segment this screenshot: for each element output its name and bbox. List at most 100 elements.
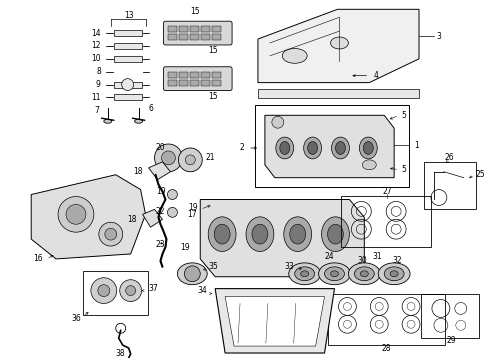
- Ellipse shape: [304, 137, 321, 159]
- Circle shape: [162, 151, 175, 165]
- Ellipse shape: [284, 217, 312, 252]
- Text: 14: 14: [91, 28, 101, 37]
- Text: 29: 29: [446, 336, 456, 345]
- Ellipse shape: [280, 141, 290, 154]
- Bar: [255, 105, 409, 186]
- Bar: [201, 72, 210, 78]
- Text: 19: 19: [189, 203, 198, 212]
- Polygon shape: [258, 89, 419, 98]
- Text: 30: 30: [358, 256, 367, 265]
- Bar: [114, 56, 142, 62]
- Text: 19: 19: [156, 187, 166, 196]
- Text: 36: 36: [71, 314, 81, 323]
- Text: 6: 6: [148, 104, 153, 113]
- Ellipse shape: [104, 119, 112, 123]
- Circle shape: [168, 207, 177, 217]
- Ellipse shape: [378, 263, 410, 285]
- Bar: [179, 72, 188, 78]
- Ellipse shape: [327, 224, 343, 244]
- Circle shape: [99, 222, 122, 246]
- Circle shape: [105, 228, 117, 240]
- Text: 38: 38: [116, 348, 125, 357]
- Text: 34: 34: [197, 286, 207, 295]
- Text: 10: 10: [91, 54, 101, 63]
- Text: 9: 9: [96, 80, 101, 89]
- Bar: [114, 82, 142, 87]
- Ellipse shape: [362, 160, 376, 170]
- Text: 7: 7: [94, 106, 99, 115]
- Ellipse shape: [289, 263, 320, 285]
- Text: 26: 26: [444, 153, 454, 162]
- Text: 2: 2: [239, 144, 244, 153]
- Ellipse shape: [301, 271, 309, 277]
- Circle shape: [125, 285, 136, 296]
- Text: 37: 37: [148, 284, 158, 293]
- Bar: [190, 26, 199, 32]
- Ellipse shape: [360, 271, 368, 277]
- Text: 11: 11: [91, 93, 101, 102]
- Bar: [212, 26, 221, 32]
- Bar: [190, 72, 199, 78]
- Text: 12: 12: [91, 41, 101, 50]
- Text: 4: 4: [373, 71, 378, 80]
- Ellipse shape: [318, 263, 350, 285]
- Polygon shape: [225, 297, 324, 346]
- Circle shape: [91, 278, 117, 303]
- Ellipse shape: [331, 37, 348, 49]
- Bar: [327, 294, 445, 345]
- Ellipse shape: [354, 267, 374, 281]
- Polygon shape: [143, 210, 163, 227]
- Ellipse shape: [252, 224, 268, 244]
- Circle shape: [154, 144, 182, 172]
- Ellipse shape: [276, 137, 294, 159]
- Bar: [169, 26, 177, 32]
- Bar: [342, 195, 431, 247]
- Text: 1: 1: [414, 140, 419, 149]
- Text: 24: 24: [325, 252, 334, 261]
- Ellipse shape: [336, 141, 345, 154]
- Polygon shape: [31, 175, 146, 259]
- Circle shape: [66, 204, 86, 224]
- Text: 27: 27: [382, 187, 392, 196]
- FancyBboxPatch shape: [164, 21, 232, 45]
- Circle shape: [272, 116, 284, 128]
- Circle shape: [178, 148, 202, 172]
- Ellipse shape: [282, 49, 307, 63]
- Circle shape: [184, 266, 200, 282]
- Bar: [179, 26, 188, 32]
- Bar: [212, 34, 221, 40]
- Text: 25: 25: [476, 170, 485, 179]
- Circle shape: [58, 197, 94, 232]
- Text: 22: 22: [156, 207, 166, 216]
- Ellipse shape: [135, 119, 143, 123]
- Text: 20: 20: [156, 144, 165, 153]
- Bar: [212, 72, 221, 78]
- Circle shape: [185, 155, 196, 165]
- Text: 5: 5: [401, 111, 406, 120]
- Bar: [114, 94, 142, 100]
- Ellipse shape: [384, 267, 404, 281]
- Bar: [201, 26, 210, 32]
- Ellipse shape: [308, 141, 318, 154]
- Circle shape: [122, 78, 134, 90]
- Bar: [114, 43, 142, 49]
- Ellipse shape: [390, 271, 398, 277]
- Ellipse shape: [363, 141, 373, 154]
- Text: 21: 21: [205, 153, 215, 162]
- Text: 16: 16: [33, 255, 43, 264]
- Ellipse shape: [208, 217, 236, 252]
- Text: 17: 17: [187, 210, 197, 219]
- Text: 13: 13: [124, 11, 133, 20]
- Ellipse shape: [294, 267, 315, 281]
- Bar: [83, 271, 147, 315]
- Text: 18: 18: [127, 215, 137, 224]
- Text: 19: 19: [180, 243, 190, 252]
- Bar: [424, 162, 476, 210]
- Ellipse shape: [321, 217, 349, 252]
- FancyBboxPatch shape: [164, 67, 232, 90]
- Ellipse shape: [246, 217, 274, 252]
- Bar: [421, 294, 479, 338]
- Bar: [169, 34, 177, 40]
- Text: 5: 5: [401, 165, 406, 174]
- Polygon shape: [258, 9, 419, 82]
